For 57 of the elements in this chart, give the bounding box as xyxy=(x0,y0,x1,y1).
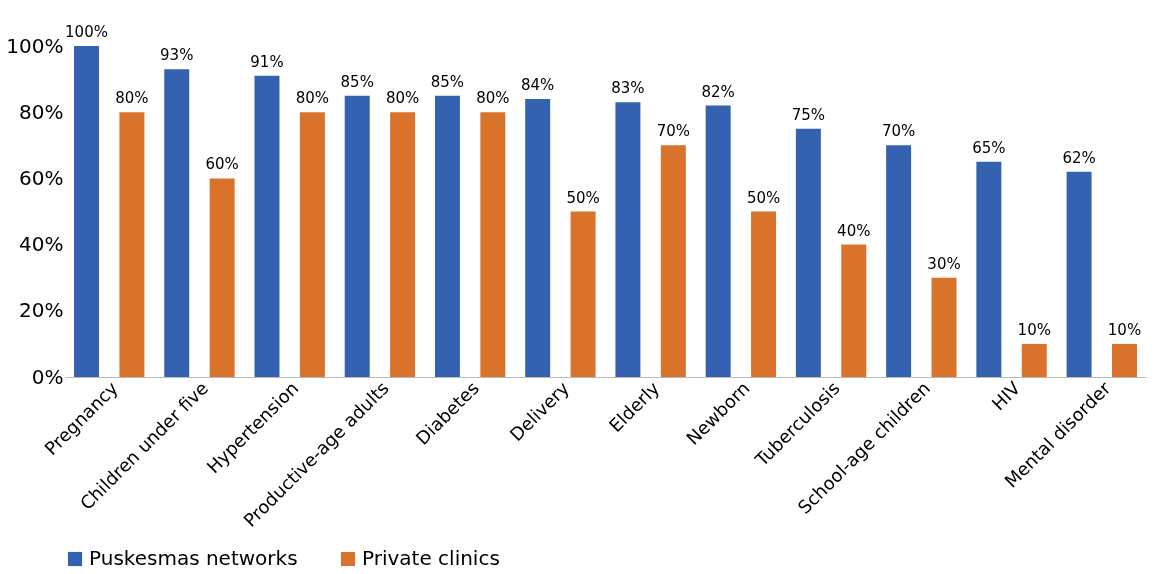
bar xyxy=(841,244,867,377)
data-label: 60% xyxy=(205,155,239,174)
data-label: 91% xyxy=(250,52,284,71)
bar xyxy=(344,95,370,377)
data-label: 75% xyxy=(791,105,826,124)
data-label: 93% xyxy=(160,46,194,65)
data-label: 50% xyxy=(746,188,781,207)
legend-label: Private clinics xyxy=(362,546,500,570)
data-label: 70% xyxy=(881,122,916,141)
bar xyxy=(119,112,145,377)
bar xyxy=(434,95,460,377)
data-label: 80% xyxy=(385,89,420,108)
y-tick-label: 40% xyxy=(19,232,64,257)
y-tick-label: 20% xyxy=(19,298,64,323)
data-label: 65% xyxy=(972,138,1006,157)
bar xyxy=(1021,343,1047,377)
bar xyxy=(1112,343,1137,377)
bar xyxy=(615,102,641,377)
data-label: 10% xyxy=(1017,320,1051,339)
data-label: 80% xyxy=(476,89,510,108)
data-label: 70% xyxy=(656,122,690,141)
y-tick-label: 100% xyxy=(6,33,64,58)
y-tick-label: 80% xyxy=(19,99,64,124)
data-label: 30% xyxy=(927,254,961,273)
data-label: 85% xyxy=(430,72,465,91)
bar xyxy=(254,75,280,377)
data-label: 50% xyxy=(566,188,600,207)
bar xyxy=(525,98,551,377)
data-label: 82% xyxy=(701,82,735,101)
bar xyxy=(299,112,325,377)
bar xyxy=(74,46,99,377)
y-tick-label: 60% xyxy=(19,165,64,190)
bar xyxy=(976,161,1002,377)
legend-label: Puskesmas networks xyxy=(89,546,298,570)
bar xyxy=(931,277,957,377)
bar xyxy=(751,211,777,377)
data-label: 100% xyxy=(65,23,108,41)
bar xyxy=(570,211,596,377)
bar xyxy=(795,128,821,377)
bar xyxy=(164,69,190,377)
data-label: 40% xyxy=(837,221,871,240)
y-tick-label: 0% xyxy=(31,364,64,389)
data-label: 62% xyxy=(1062,148,1096,167)
bar xyxy=(705,105,731,377)
data-label: 83% xyxy=(611,79,645,98)
data-label: 84% xyxy=(521,75,555,94)
x-tick-label: HIV xyxy=(987,376,1025,415)
bar xyxy=(660,145,686,377)
bar xyxy=(480,112,506,377)
data-label: 10% xyxy=(1107,320,1142,339)
bar xyxy=(1066,171,1092,377)
data-label: 85% xyxy=(340,72,374,91)
bar xyxy=(886,145,912,377)
data-label: 80% xyxy=(115,89,149,108)
bar xyxy=(390,112,416,377)
data-label: 80% xyxy=(295,89,330,108)
bar xyxy=(209,178,235,377)
